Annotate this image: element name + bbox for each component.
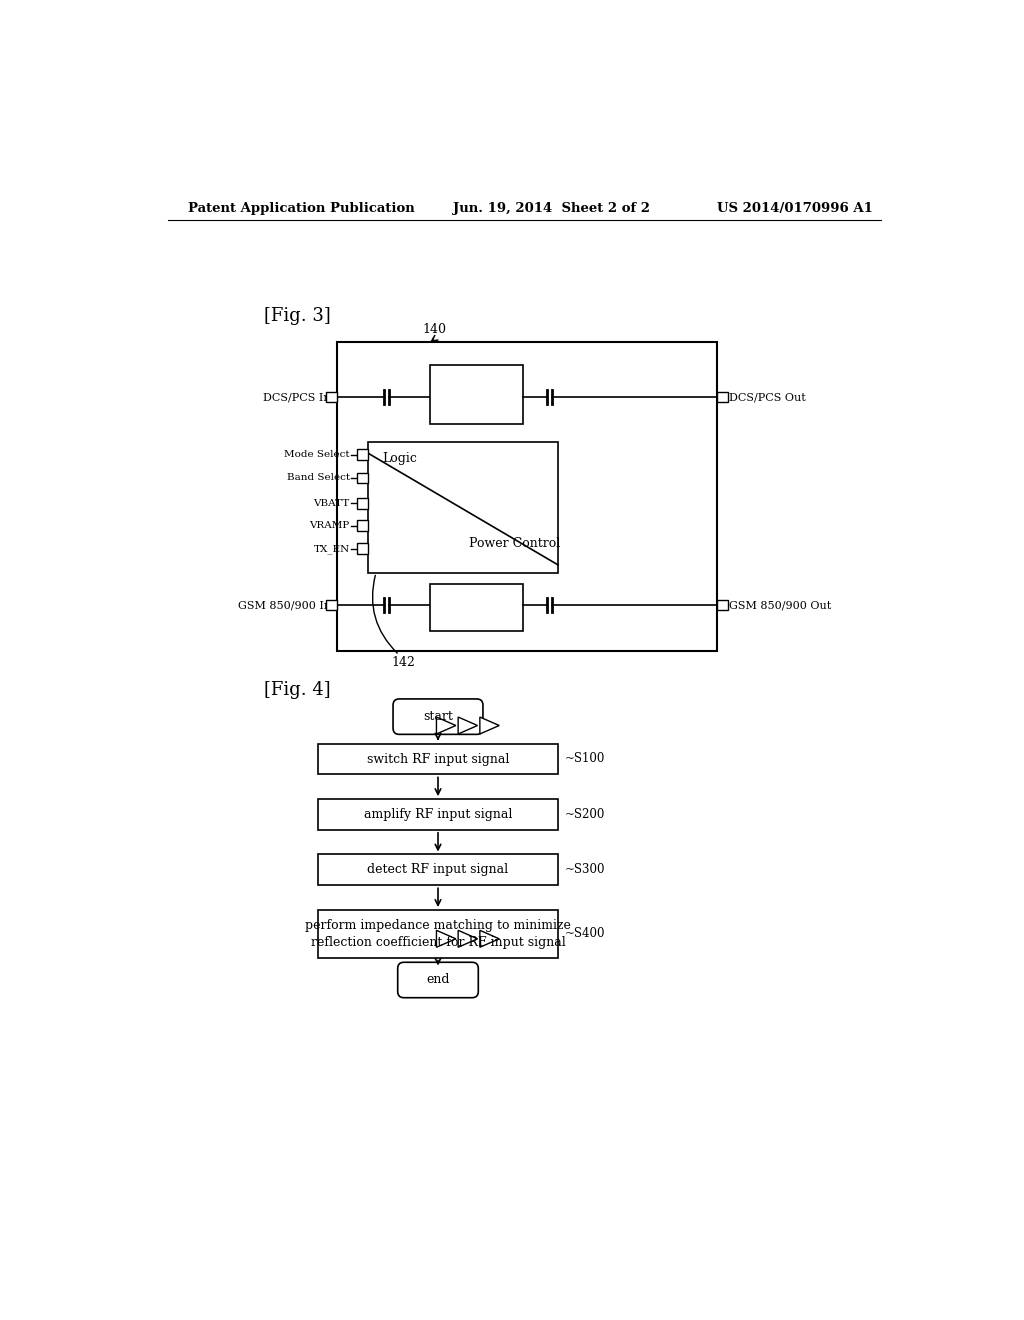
- Bar: [717, 599, 728, 610]
- Text: VBATT: VBATT: [313, 499, 349, 508]
- Text: Mode Select: Mode Select: [284, 450, 349, 459]
- Bar: [327, 392, 337, 403]
- Bar: [357, 544, 369, 554]
- Text: 140: 140: [422, 323, 446, 335]
- Bar: [717, 392, 728, 403]
- Polygon shape: [436, 931, 456, 948]
- Text: amplify RF input signal: amplify RF input signal: [364, 808, 512, 821]
- Bar: [357, 520, 369, 531]
- Text: Patent Application Publication: Patent Application Publication: [188, 202, 415, 215]
- Text: GSM 850/900 Out: GSM 850/900 Out: [729, 601, 831, 610]
- Text: DCS/PCS Out: DCS/PCS Out: [729, 392, 806, 403]
- Bar: [369, 442, 558, 573]
- Text: 142: 142: [391, 656, 415, 669]
- Polygon shape: [458, 717, 477, 734]
- Polygon shape: [480, 931, 500, 948]
- Text: switch RF input signal: switch RF input signal: [367, 752, 509, 766]
- Bar: [430, 364, 523, 424]
- Polygon shape: [458, 931, 477, 948]
- Text: TX_EN: TX_EN: [313, 544, 349, 553]
- Bar: [337, 342, 717, 651]
- Bar: [327, 599, 337, 610]
- Text: end: end: [426, 973, 450, 986]
- Text: Jun. 19, 2014  Sheet 2 of 2: Jun. 19, 2014 Sheet 2 of 2: [454, 202, 650, 215]
- Text: DCS/PCS In: DCS/PCS In: [263, 392, 331, 403]
- Text: VRAMP: VRAMP: [309, 521, 349, 531]
- Text: Band Select: Band Select: [287, 474, 349, 482]
- Bar: [357, 449, 369, 461]
- Text: GSM 850/900 In: GSM 850/900 In: [238, 601, 331, 610]
- Bar: [317, 743, 558, 775]
- Text: Logic: Logic: [382, 453, 417, 465]
- Text: Power Control: Power Control: [469, 537, 560, 550]
- Text: perform impedance matching to minimize
reflection coefficient for RF input signa: perform impedance matching to minimize r…: [305, 919, 571, 949]
- Bar: [430, 585, 523, 631]
- Bar: [357, 473, 369, 483]
- Bar: [357, 498, 369, 508]
- Bar: [317, 854, 558, 886]
- Bar: [317, 909, 558, 958]
- Text: [Fig. 3]: [Fig. 3]: [263, 308, 331, 325]
- FancyBboxPatch shape: [397, 962, 478, 998]
- Text: ~S400: ~S400: [564, 927, 605, 940]
- Text: ~S300: ~S300: [564, 863, 605, 876]
- Text: detect RF input signal: detect RF input signal: [368, 863, 509, 876]
- Text: US 2014/0170996 A1: US 2014/0170996 A1: [717, 202, 872, 215]
- Text: [Fig. 4]: [Fig. 4]: [263, 681, 331, 698]
- Text: ~S100: ~S100: [564, 752, 605, 766]
- Text: ~S200: ~S200: [564, 808, 605, 821]
- Text: start: start: [423, 710, 453, 723]
- Polygon shape: [480, 717, 500, 734]
- Polygon shape: [436, 717, 456, 734]
- Bar: [317, 799, 558, 830]
- FancyBboxPatch shape: [393, 700, 483, 734]
